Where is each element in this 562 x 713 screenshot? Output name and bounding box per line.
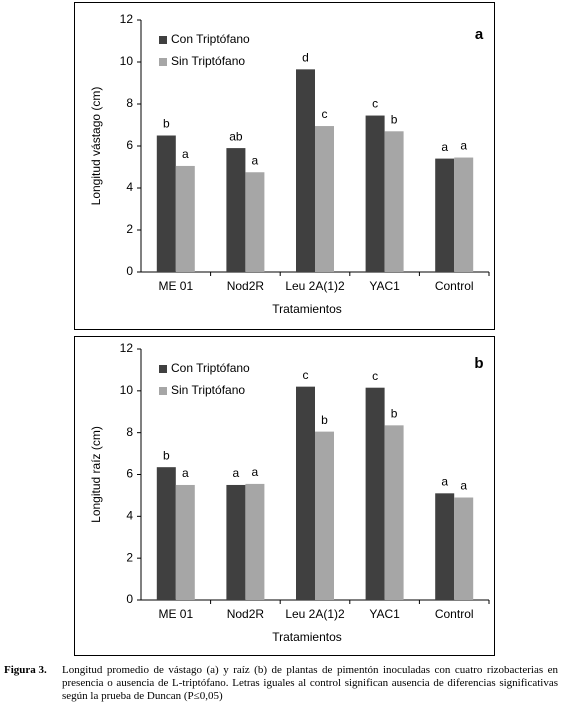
significance-letter: c: [372, 97, 378, 111]
legend-swatch: [159, 387, 167, 395]
y-tick-label: 0: [126, 264, 133, 278]
significance-letter: a: [233, 466, 240, 480]
bar: [175, 165, 195, 272]
significance-letter: b: [321, 413, 328, 427]
x-tick-label: Control: [435, 279, 474, 293]
x-tick-label: ME 01: [158, 607, 193, 621]
bar: [454, 157, 474, 272]
caption-text: Longitud promedio de vástago (a) y raíz …: [62, 664, 558, 702]
bar: [245, 172, 265, 272]
significance-letter: a: [182, 147, 189, 161]
x-tick-label: Control: [435, 607, 474, 621]
bar: [365, 115, 385, 272]
caption-label: Figura 3.: [4, 664, 47, 676]
significance-letter: a: [441, 474, 448, 488]
significance-letter: d: [302, 51, 309, 65]
bar: [156, 467, 176, 600]
bar: [435, 158, 455, 272]
bar: [384, 425, 404, 600]
significance-letter: b: [391, 407, 398, 421]
chart: 0 2 4 6 8 10 12 Longitud raíz (cm) Tratamientos b…: [74, 336, 495, 656]
y-tick-label: 10: [120, 383, 134, 397]
panel-label: b: [474, 355, 483, 372]
significance-letter: c: [322, 107, 328, 121]
y-tick-label: 12: [120, 12, 134, 26]
x-axis-title: Tratamientos: [272, 630, 342, 644]
bar: [226, 484, 246, 600]
legend-swatch: [159, 365, 167, 373]
legend-label: Sin Triptófano: [171, 383, 245, 397]
legend-label: Con Triptófano: [171, 361, 250, 375]
x-tick-label: YAC1: [369, 607, 400, 621]
y-tick-label: 6: [126, 467, 133, 481]
significance-letter: a: [252, 153, 259, 167]
bar: [435, 493, 455, 600]
chart: 0 2 4 6 8 10 12 Longitud vástago (cm) Tratamient…: [74, 2, 495, 330]
legend-swatch: [159, 36, 167, 44]
legend-label: Con Triptófano: [171, 32, 250, 46]
y-tick-label: 2: [126, 550, 133, 564]
bar: [175, 484, 195, 600]
bar: [296, 69, 315, 272]
y-tick-label: 2: [126, 222, 133, 236]
y-tick-label: 0: [126, 592, 133, 606]
bar: [454, 497, 474, 600]
significance-letter: a: [460, 139, 467, 153]
significance-letter: b: [391, 112, 398, 126]
bar: [315, 431, 334, 600]
significance-letter: a: [252, 465, 259, 479]
y-axis-title: Longitud vástago (cm): [89, 87, 103, 206]
x-tick-label: Nod2R: [227, 279, 265, 293]
bar: [226, 148, 246, 272]
bar: [296, 386, 315, 600]
y-tick-label: 12: [120, 341, 134, 355]
significance-letter: c: [372, 369, 378, 383]
significance-letter: ab: [229, 129, 243, 143]
bar: [245, 483, 265, 600]
panel-label: a: [475, 26, 484, 43]
bar: [365, 387, 385, 600]
significance-letter: a: [441, 140, 448, 154]
caption: Figura 3. Longitud promedio de vástago (…: [4, 664, 558, 703]
significance-letter: a: [182, 466, 189, 480]
bar: [315, 126, 334, 272]
significance-letter: c: [303, 368, 309, 382]
x-tick-label: ME 01: [158, 279, 193, 293]
legend-label: Sin Triptófano: [171, 54, 245, 68]
significance-letter: a: [460, 479, 467, 493]
x-tick-label: Leu 2A(1)2: [285, 279, 345, 293]
x-tick-label: Leu 2A(1)2: [285, 607, 345, 621]
y-axis-title: Longitud raíz (cm): [89, 426, 103, 523]
y-tick-label: 10: [120, 54, 134, 68]
y-tick-label: 8: [126, 96, 133, 110]
bar: [384, 131, 404, 272]
y-tick-label: 8: [126, 425, 133, 439]
legend-swatch: [159, 58, 167, 66]
x-axis-title: Tratamientos: [272, 302, 342, 316]
bar: [156, 135, 176, 272]
y-tick-label: 6: [126, 138, 133, 152]
x-tick-label: Nod2R: [227, 607, 265, 621]
significance-letter: b: [163, 117, 170, 131]
x-tick-label: YAC1: [369, 279, 400, 293]
significance-letter: b: [163, 448, 170, 462]
y-tick-label: 4: [126, 509, 133, 523]
y-tick-label: 4: [126, 180, 133, 194]
